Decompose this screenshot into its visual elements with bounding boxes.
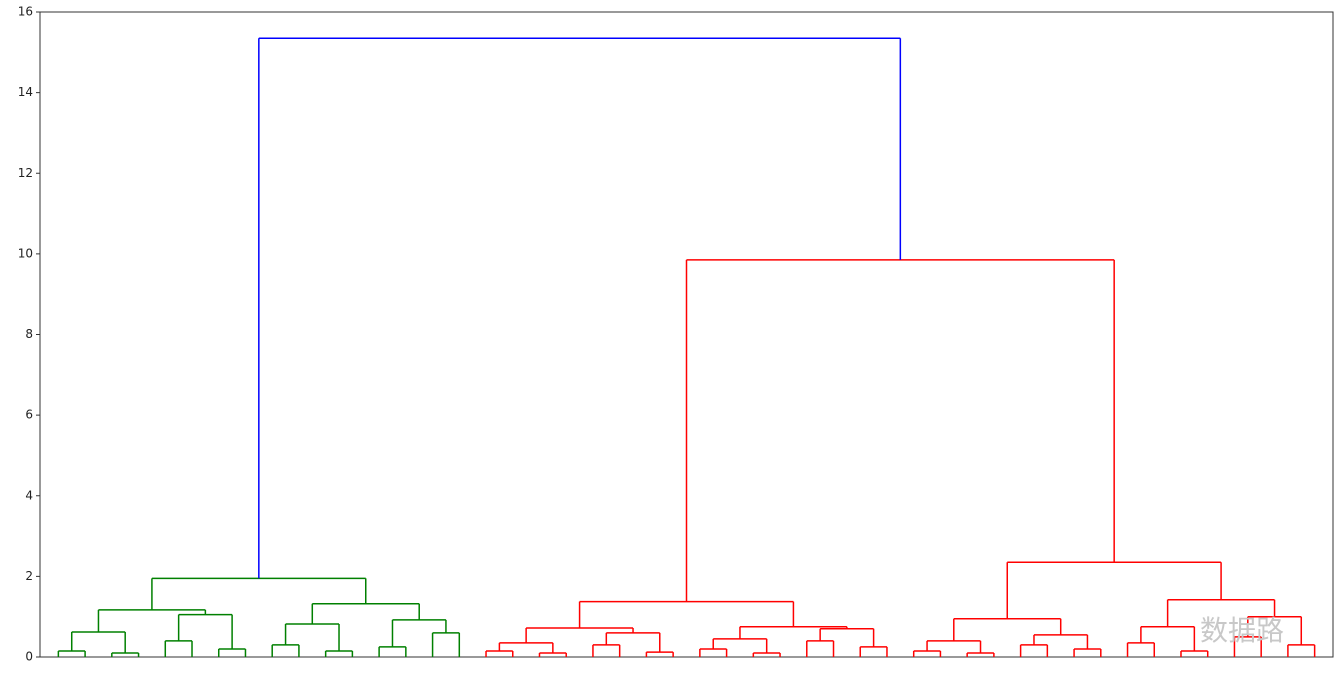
link [525,627,634,643]
link [311,603,420,624]
y-tick-label: 8 [25,327,33,341]
link [645,651,674,657]
y-tick-label: 6 [25,408,33,422]
link [217,648,247,657]
link [1140,626,1196,651]
link [685,259,1115,602]
watermark: 数据路 [1200,614,1284,647]
link [485,650,514,657]
link [164,640,193,657]
link [578,600,795,628]
link [752,652,781,657]
link [1287,644,1316,657]
link [592,644,621,657]
link [378,646,407,657]
link [70,631,126,653]
link [1019,644,1049,657]
y-tick-label: 12 [18,166,33,180]
link [1247,615,1303,645]
link [912,650,942,657]
link [271,644,300,657]
link [806,640,835,657]
link [1006,561,1222,619]
link [538,652,567,657]
link [859,646,888,657]
y-tick-label: 14 [18,85,33,99]
link [57,650,86,657]
y-tick-label: 10 [18,246,33,260]
link [1180,650,1209,657]
link [97,609,207,633]
link [1033,634,1089,649]
link [1233,636,1262,657]
link [966,652,995,657]
link [712,638,768,653]
y-tick-label: 2 [25,569,33,583]
link [1073,648,1102,657]
link [177,613,233,649]
link [258,37,902,579]
link [284,623,340,651]
y-tick-label: 16 [18,5,33,19]
link [819,628,875,647]
link [953,617,1062,641]
link [1126,642,1156,657]
link [699,648,728,657]
link [324,650,354,657]
link [739,626,848,639]
y-tick-label: 4 [25,488,33,502]
link [605,632,661,653]
link [431,632,461,657]
y-tick-label: 0 [25,650,33,664]
link [111,652,140,657]
link [151,577,367,610]
link [498,642,554,653]
